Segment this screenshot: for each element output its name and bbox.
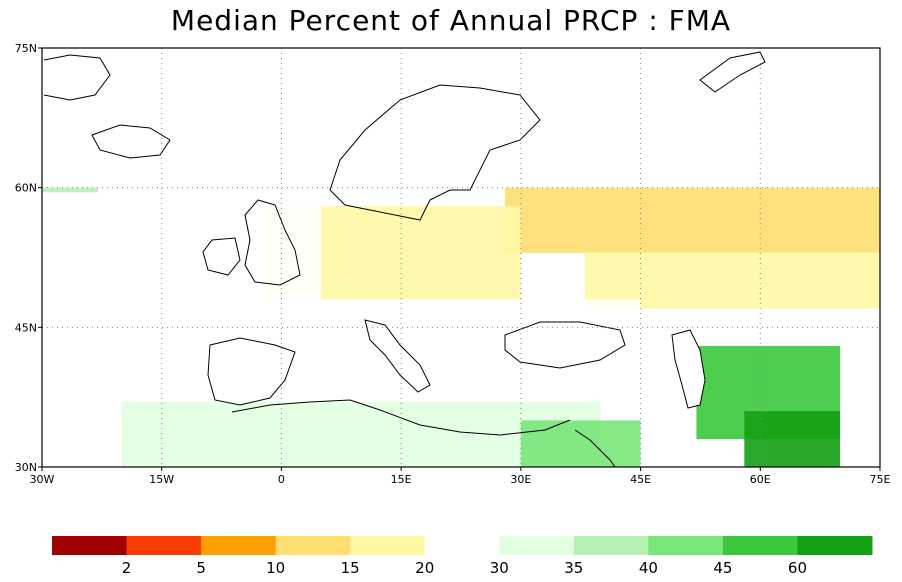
iberia-outline [207, 337, 296, 406]
colorbar-label: 10 [266, 559, 285, 577]
colorbar-swatch [275, 536, 351, 555]
x-tick-label: 60E [750, 473, 771, 486]
colorbar-swatch [201, 536, 277, 555]
caspian-sea-outline [671, 329, 706, 409]
red-sea-outline [574, 429, 616, 468]
x-tick-label: 15W [149, 473, 174, 486]
colorbar-label: 15 [341, 559, 360, 577]
italy-outline [364, 319, 431, 393]
x-tick-label: 75E [870, 473, 891, 486]
colorbar-label: 45 [713, 559, 732, 577]
black-sea-outline [504, 321, 626, 369]
colorbar-label: 5 [196, 559, 206, 577]
colorbar-swatch [499, 536, 575, 555]
y-tick-label: 60N [15, 182, 37, 195]
north-africa-coast [231, 399, 571, 436]
scandinavia-outline [329, 84, 541, 221]
colorbar-label: 30 [490, 559, 509, 577]
x-tick-label: 30W [30, 473, 55, 486]
colorbar-label: 40 [639, 559, 658, 577]
y-tick-label: 45N [15, 321, 37, 334]
region-russia-west [504, 187, 880, 253]
region-atlantic-lat60 [42, 187, 98, 193]
colorbar-label: 35 [564, 559, 583, 577]
colorbar-swatch [573, 536, 649, 555]
region-iran-afghan [744, 411, 841, 467]
land-outlines [43, 51, 766, 468]
colorbar-swatch [722, 536, 798, 555]
greenland-edge-outline [43, 54, 111, 101]
colorbar-swatch [126, 536, 202, 555]
colorbar-swatch [350, 536, 426, 555]
colorbar-label: 2 [122, 559, 132, 577]
ireland-outline [202, 237, 241, 276]
x-tick-label: 30E [510, 473, 531, 486]
novaya-zemlya-outline [699, 51, 766, 93]
y-tick-label: 75N [15, 42, 37, 55]
region-middle-east [520, 420, 641, 467]
x-tick-label: 15E [391, 473, 412, 486]
colorbar-swatch [52, 536, 128, 555]
map-title: Median Percent of Annual PRCP : FMA [170, 4, 732, 37]
colorbar-label: 60 [788, 559, 807, 577]
region-western-europe [201, 206, 322, 346]
map-frame [41, 47, 881, 468]
x-tick-label: 45E [630, 473, 651, 486]
x-tick-label: 0 [278, 473, 285, 486]
iceland-outline [91, 124, 171, 159]
colorbar: 2 5 10 15 20 30 35 40 45 60 [52, 536, 873, 577]
colorbar-swatch [797, 536, 873, 555]
axis-ticks: 30W 15W 0 15E 30E 45E 60E 75E 75N 60N 45N 30N [15, 42, 891, 486]
colorbar-swatch [648, 536, 724, 555]
colorbar-swatch [424, 536, 500, 555]
colorbar-label: 20 [415, 559, 434, 577]
y-tick-label: 30N [15, 461, 37, 474]
great-britain-outline [244, 199, 301, 286]
